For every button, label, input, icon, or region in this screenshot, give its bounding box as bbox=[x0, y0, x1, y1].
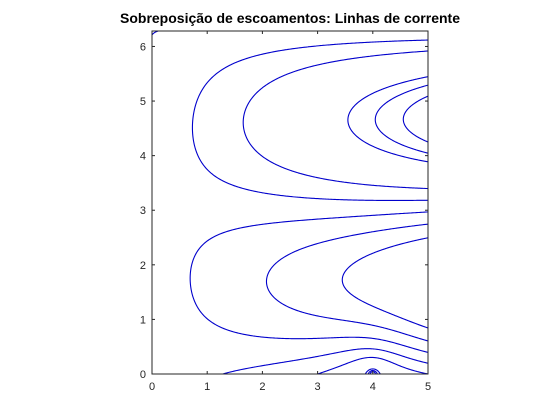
streamline-5 bbox=[152, 31, 428, 353]
x-tick-label: 3 bbox=[315, 381, 321, 393]
y-tick-label: 1 bbox=[140, 314, 146, 326]
x-tick-label: 5 bbox=[425, 381, 431, 393]
streamlines bbox=[152, 31, 428, 374]
y-tick-label: 4 bbox=[140, 151, 146, 163]
y-tick-label: 3 bbox=[140, 205, 146, 217]
axes-box bbox=[151, 30, 429, 375]
y-tick-label: 6 bbox=[140, 41, 146, 53]
x-tick-label: 1 bbox=[204, 381, 210, 393]
chart-title: Sobreposição de escoamentos: Linhas de c… bbox=[120, 10, 460, 26]
axes: 0 1 2 3 4 5 0 1 2 3 4 5 6 bbox=[140, 30, 431, 393]
x-tick-label: 4 bbox=[370, 381, 376, 393]
x-tick-label: 2 bbox=[259, 381, 265, 393]
y-tick-label: 0 bbox=[140, 369, 146, 381]
y-tick-label: 2 bbox=[140, 260, 146, 272]
streamline-0 bbox=[369, 95, 428, 374]
plot-area bbox=[152, 31, 428, 374]
y-tick-label: 5 bbox=[140, 96, 146, 108]
x-tick-label: 0 bbox=[149, 381, 155, 393]
streamline-6 bbox=[265, 223, 428, 342]
